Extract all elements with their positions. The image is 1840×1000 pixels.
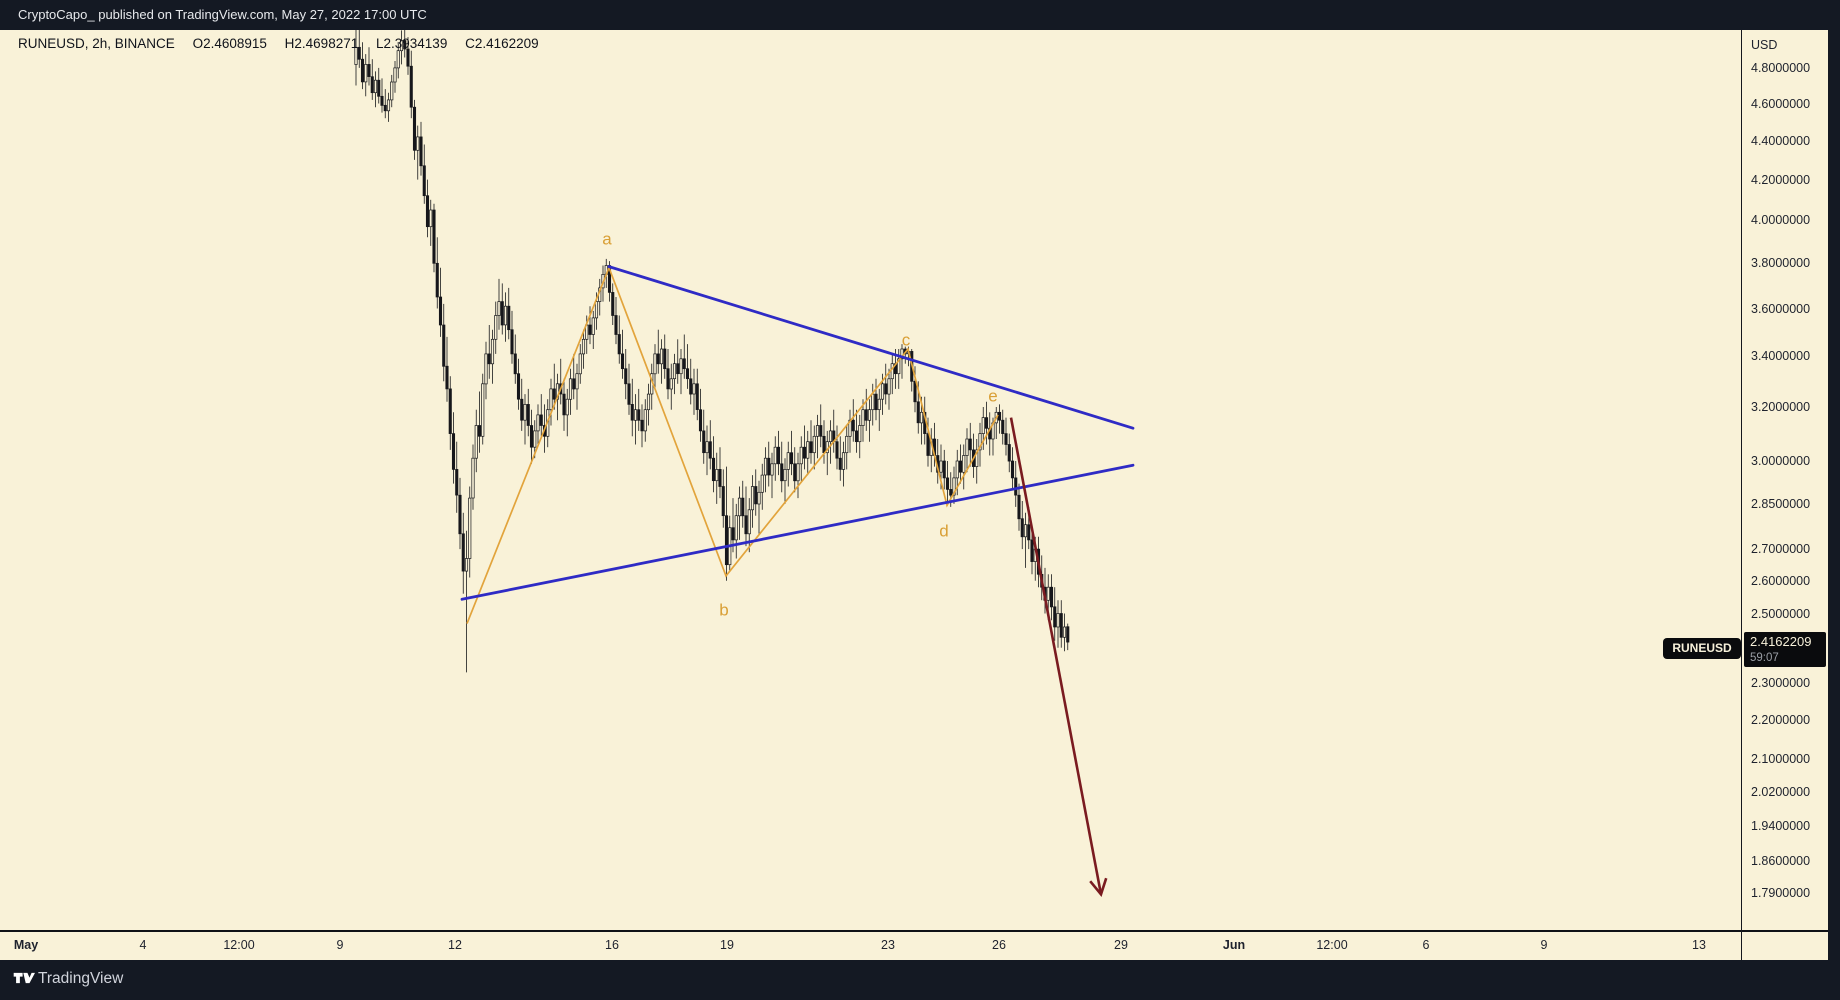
legend-open: O2.4608915 (192, 36, 267, 51)
time-tick: 12 (448, 937, 462, 952)
legend-close: C2.4162209 (465, 36, 539, 51)
price-tick: 4.8000000 (1751, 60, 1811, 75)
price-axis-separator (1741, 30, 1743, 960)
price-tick: 4.4000000 (1751, 133, 1811, 148)
last-price-value: 2.4162209 (1750, 634, 1812, 649)
price-tick: 3.6000000 (1751, 301, 1811, 316)
legend-low: L2.3934139 (376, 36, 448, 51)
time-tick: 4 (139, 937, 147, 952)
time-tick: 9 (336, 937, 344, 952)
legend-symbol: RUNEUSD, 2h, BINANCE (18, 36, 175, 51)
price-tick: 2.0200000 (1751, 784, 1811, 799)
publish-info-bar: CryptoCapo_ published on TradingView.com… (0, 0, 1840, 30)
price-tick: 2.8500000 (1751, 496, 1811, 511)
wave-label-d[interactable]: d (939, 521, 948, 540)
price-tick: 4.0000000 (1751, 213, 1811, 228)
last-price-badge: 2.4162209 59:07 (1744, 632, 1826, 667)
price-tick: 2.1000000 (1751, 752, 1811, 767)
chart-legend: RUNEUSD, 2h, BINANCE O2.4608915 H2.46982… (18, 36, 539, 51)
tradingview-logo-icon[interactable] (13, 970, 35, 991)
triangle-upper-trendline[interactable] (607, 265, 1135, 430)
time-tick: 26 (992, 937, 1006, 952)
time-tick: May (13, 937, 39, 952)
projection-arrow[interactable] (1009, 417, 1103, 895)
chart-panel: a b c d e RUNEUSD, 2h, BINANCE O2.4608915 H2… (0, 30, 1828, 960)
price-tick: 3.0000000 (1751, 454, 1811, 469)
wave-label-b[interactable]: b (719, 600, 728, 619)
drawing-overlays[interactable]: a b c d e (460, 229, 1135, 897)
footer-bar: TradingView (0, 960, 1840, 1000)
price-tick: 4.2000000 (1751, 172, 1811, 187)
price-tick: 1.7900000 (1751, 885, 1811, 900)
price-tick: 4.6000000 (1751, 96, 1811, 111)
elliott-zigzag-line[interactable] (466, 265, 999, 624)
time-tick: 29 (1114, 937, 1128, 952)
tradingview-brand-text[interactable]: TradingView (38, 970, 124, 987)
price-tick: 2.7000000 (1751, 542, 1811, 557)
price-tick: 2.5000000 (1751, 606, 1811, 621)
price-axis[interactable]: USD 2.4162209 59:07 4.8000000 4.6000000 4.… (1741, 30, 1828, 930)
wave-label-c[interactable]: c (902, 330, 911, 349)
price-tick: 3.2000000 (1751, 400, 1811, 415)
time-tick: 12:00 (1316, 937, 1348, 952)
price-tick: 2.2000000 (1751, 713, 1811, 728)
time-tick: 6 (1422, 937, 1430, 952)
candles-layer (354, 30, 1070, 673)
time-tick: 13 (1692, 937, 1706, 952)
time-tick: Jun (1222, 937, 1246, 952)
wave-label-a[interactable]: a (602, 229, 612, 248)
price-tick: 3.8000000 (1751, 256, 1811, 271)
time-axis[interactable]: May 4 12:00 9 12 16 19 23 26 29 Jun 12:00 6 9 13 (0, 932, 1828, 960)
time-tick: 23 (881, 937, 895, 952)
time-tick: 12:00 (223, 937, 255, 952)
triangle-lower-trendline[interactable] (460, 463, 1135, 601)
time-tick: 19 (720, 937, 734, 952)
price-tick: 1.9400000 (1751, 818, 1811, 833)
time-tick: 9 (1540, 937, 1548, 952)
projection-arrowhead (1089, 877, 1108, 897)
time-axis-separator (0, 930, 1828, 932)
publish-info-text: CryptoCapo_ published on TradingView.com… (18, 7, 427, 22)
legend-high: H2.4698271 (284, 36, 359, 51)
price-tick: 1.8600000 (1751, 853, 1811, 868)
price-tick: 3.4000000 (1751, 349, 1811, 364)
symbol-price-pill: RUNEUSD (1663, 638, 1741, 659)
time-tick: 16 (605, 937, 619, 952)
price-tick: 2.3000000 (1751, 676, 1811, 691)
currency-label: USD (1751, 38, 1778, 52)
wave-label-e[interactable]: e (988, 386, 997, 405)
price-chart[interactable]: a b c d e (0, 30, 1741, 930)
price-tick: 2.6000000 (1751, 573, 1811, 588)
candle-countdown: 59:07 (1750, 652, 1779, 664)
